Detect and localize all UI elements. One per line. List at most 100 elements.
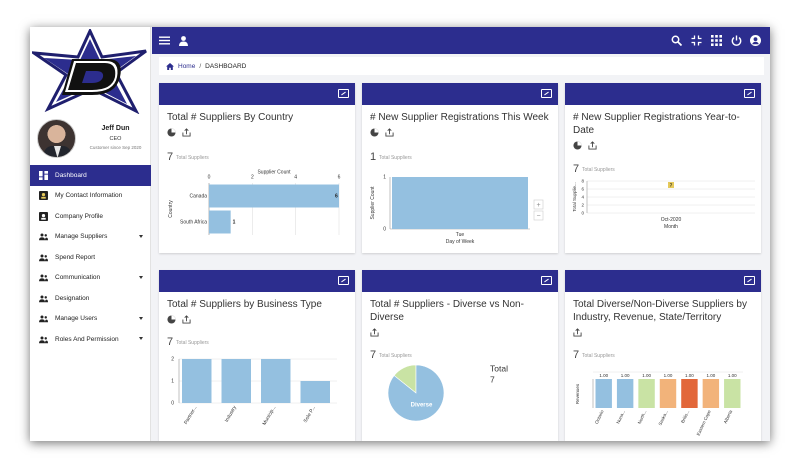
bar — [659, 379, 677, 408]
user-icon[interactable] — [178, 35, 189, 46]
card-tools — [573, 141, 597, 150]
tick-label: 0 — [383, 227, 386, 233]
tick-label: 4 — [581, 195, 584, 200]
card-tools — [573, 328, 582, 337]
zoom-label: + — [536, 202, 540, 209]
category-label: Oct-2020 — [661, 217, 682, 223]
breadcrumb-separator: / — [199, 62, 202, 70]
tick-label: 2 — [171, 357, 174, 363]
profile-since: Customer since Sep 2020 — [89, 145, 142, 150]
chevron-down-icon[interactable] — [139, 316, 143, 320]
card-title: Total # Suppliers By Country — [167, 112, 294, 123]
share-icon[interactable] — [573, 328, 582, 337]
sidebar-item-communication[interactable]: Communication — [30, 268, 151, 289]
share-icon[interactable] — [182, 315, 191, 324]
data-label: 1.00 — [685, 373, 694, 378]
category-label: Partner... — [183, 405, 198, 426]
sidebar-item-dashboard[interactable]: Dashboard — [30, 165, 151, 186]
sidebar-item-company-profile[interactable]: Company Profile — [30, 206, 151, 227]
breadcrumb-home-link[interactable]: Home — [178, 62, 196, 70]
people-icon — [39, 274, 48, 282]
category-label: Alberta — [723, 409, 734, 424]
chevron-down-icon[interactable] — [139, 337, 143, 340]
menu-icon[interactable] — [159, 35, 170, 46]
data-label: 7 — [670, 183, 673, 188]
tick-label: 4 — [294, 175, 297, 181]
chevron-down-icon[interactable] — [139, 234, 143, 238]
supplier-count-label: Total Suppliers — [176, 155, 209, 161]
data-label: 1.00 — [664, 373, 673, 378]
power-icon[interactable] — [731, 35, 742, 46]
avatar[interactable] — [37, 119, 76, 158]
category-label: Nuna... — [615, 409, 626, 424]
account-circle-icon[interactable] — [750, 35, 761, 46]
sidebar-item-designation[interactable]: Designation — [30, 288, 151, 309]
y-axis-title: Country — [168, 200, 174, 218]
tick-label: 1 — [171, 379, 174, 385]
expand-icon[interactable] — [338, 89, 349, 98]
bar — [638, 379, 655, 408]
bar — [595, 379, 612, 408]
category-label: Industry — [224, 405, 238, 424]
sidebar-item-manage-suppliers[interactable]: Manage Suppliers — [30, 227, 151, 248]
category-label: Britis... — [680, 409, 690, 424]
x-axis-title: Month — [664, 224, 678, 230]
share-icon[interactable] — [385, 128, 394, 137]
category-label: Sole P... — [303, 405, 317, 424]
pie-chart-icon[interactable] — [370, 128, 379, 137]
pie-total-value: 7 — [490, 374, 495, 384]
sidebar-item-label: Manage Suppliers — [55, 233, 108, 241]
expand-icon[interactable] — [541, 276, 552, 285]
supplier-count-label: Total Suppliers — [379, 353, 412, 359]
supplier-count-label: Total Suppliers — [582, 353, 615, 359]
apps-grid-icon[interactable] — [711, 35, 722, 46]
chevron-down-icon[interactable] — [139, 275, 143, 279]
pie-slice — [387, 364, 445, 422]
sidebar-item-roles-and-permission[interactable]: Roles And Permission — [30, 329, 151, 350]
share-icon[interactable] — [370, 328, 379, 337]
sidebar-item-my-contact-information[interactable]: My Contact Information — [30, 186, 151, 207]
supplier-count: 7 — [167, 151, 174, 163]
pie-chart-icon[interactable] — [573, 141, 582, 150]
card-tools — [370, 328, 379, 337]
category-label: Eastern Cape — [696, 409, 712, 437]
card-registrations-ytd: # New Supplier Registrations Year-to-Dat… — [565, 83, 761, 253]
pie-total-title: Total — [490, 363, 508, 373]
supplier-count: 1 — [370, 151, 377, 163]
breadcrumb-current: DASHBOARD — [205, 62, 247, 70]
expand-icon[interactable] — [744, 89, 755, 98]
share-icon[interactable] — [588, 141, 597, 150]
sidebar-item-manage-users[interactable]: Manage Users — [30, 309, 151, 330]
card-header — [159, 83, 355, 105]
tick-label: 0 — [208, 175, 211, 181]
sidebar-item-spend-report[interactable]: Spend Report — [30, 247, 151, 268]
expand-icon[interactable] — [541, 89, 552, 98]
sidebar: Jeff Dun CEO Customer since Sep 2020 Das… — [30, 27, 151, 441]
bar — [724, 379, 741, 408]
tick-label: 2 — [581, 203, 584, 208]
y-axis-title: Total Supplie... — [572, 182, 577, 212]
brand-logo[interactable] — [32, 29, 149, 114]
card-title: # New Supplier Registrations Year-to-Dat… — [573, 112, 740, 136]
pie-chart-icon[interactable] — [167, 128, 176, 137]
home-icon[interactable] — [166, 62, 174, 70]
pie-chart-icon[interactable] — [167, 315, 176, 324]
category-label: Canada — [189, 194, 207, 200]
expand-icon[interactable] — [338, 276, 349, 285]
supplier-count: 7 — [573, 163, 580, 175]
bar — [702, 379, 720, 408]
share-icon[interactable] — [182, 128, 191, 137]
data-label: 1.00 — [728, 373, 737, 378]
bar — [681, 379, 698, 408]
search-icon[interactable] — [671, 35, 682, 46]
expand-icon[interactable] — [744, 276, 755, 285]
bar — [616, 379, 634, 408]
fullscreen-icon[interactable] — [691, 35, 702, 46]
profile-name: Jeff Dun — [101, 125, 130, 132]
zoom-out-button — [533, 210, 544, 221]
category-label: North... — [637, 409, 648, 424]
supplier-count: 7 — [573, 349, 580, 361]
supplier-count: 7 — [167, 336, 174, 348]
card-header — [565, 83, 761, 105]
